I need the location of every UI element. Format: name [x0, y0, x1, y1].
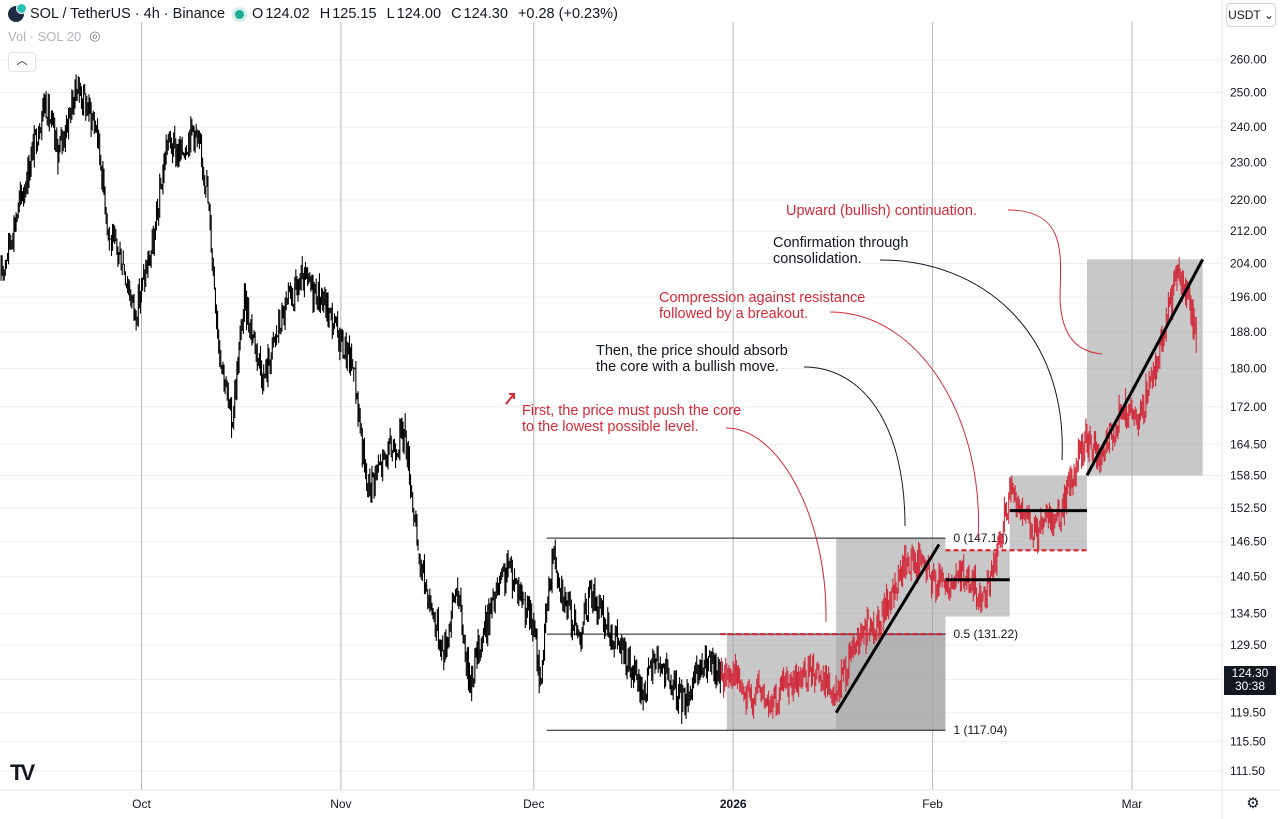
y-tick-label: 111.50 [1230, 764, 1265, 778]
y-tick-label: 230.00 [1230, 156, 1267, 170]
y-tick-label: 134.50 [1230, 606, 1267, 620]
symbol-title[interactable]: SOL / TetherUS · 4h · Binance [30, 6, 226, 22]
annotation-text: the core with a bullish move. [596, 359, 779, 375]
annotation-text: First, the price must push the core [522, 403, 741, 419]
x-tick-label: 2026 [720, 797, 747, 811]
currency-selector[interactable]: USDT ⌄ [1226, 3, 1276, 27]
chevron-down-icon: ⌄ [1263, 8, 1274, 22]
hide-eye-icon[interactable]: ◎ [89, 28, 101, 43]
annotation-text: to the lowest possible level. [522, 419, 699, 435]
x-tick-label: Nov [330, 797, 351, 811]
y-tick-label: 119.50 [1230, 706, 1266, 720]
y-tick-label: 196.00 [1230, 290, 1267, 304]
y-tick-label: 129.50 [1230, 638, 1267, 652]
y-tick-label: 204.00 [1230, 256, 1267, 270]
x-tick-label: Dec [523, 797, 544, 811]
close-value: 124.30 [463, 6, 508, 22]
y-tick-label: 188.00 [1230, 325, 1267, 339]
y-tick-label: 146.50 [1230, 535, 1267, 549]
annotation-connector [803, 366, 906, 527]
annotation-text: Compression against resistance [659, 290, 865, 306]
y-tick-label: 260.00 [1230, 53, 1267, 67]
annotation-connector [829, 311, 980, 541]
annotation-text: followed by a breakout. [659, 306, 808, 322]
y-tick-label: 158.50 [1230, 468, 1267, 482]
candles-red [720, 257, 1197, 719]
fib-level-label: 1 (117.04) [953, 723, 1007, 737]
y-tick-label: 250.00 [1230, 86, 1267, 100]
annotation-text: Then, the price should absorb [596, 343, 788, 359]
y-tick-label: 240.00 [1230, 120, 1267, 134]
gear-icon[interactable]: ⚙ [1246, 795, 1260, 812]
trend-line [1085, 258, 1205, 477]
y-tick-label: 180.00 [1230, 362, 1267, 376]
high-label: H [319, 6, 331, 22]
annotation-text: Confirmation through [773, 235, 908, 251]
change-value: +0.28 (+0.23%) [517, 6, 618, 22]
annotation-connector [725, 427, 827, 623]
currency-label: USDT [1228, 8, 1261, 22]
y-tick-label: 212.00 [1230, 224, 1267, 238]
x-tick-label: Mar [1122, 797, 1143, 811]
last-price-tag: 124.30 30:38 [1224, 666, 1276, 695]
market-status-icon [235, 9, 245, 19]
x-tick-label: Feb [922, 797, 943, 811]
ohlc-values: O 124.02 H 125.15 L 124.00 C 124.30 +0.28 (+… [252, 6, 620, 22]
volume-indicator-label: Vol · SOL 20 [8, 28, 82, 44]
high-value: 125.15 [332, 6, 377, 22]
open-value: 124.02 [265, 6, 310, 22]
annotation-connector [1007, 209, 1103, 355]
y-tick-label: 140.50 [1230, 570, 1267, 584]
y-tick-label: 152.50 [1230, 501, 1267, 515]
chevron-up-icon: ︿ [16, 55, 28, 67]
y-tick-label: 164.50 [1230, 437, 1267, 451]
bar-countdown: 30:38 [1234, 679, 1266, 693]
volume-indicator[interactable]: Vol · SOL 20 ◎ [8, 28, 101, 44]
low-value: 124.00 [396, 6, 442, 22]
x-tick-label: Oct [132, 797, 151, 811]
annotation-text: consolidation. [773, 251, 862, 267]
fib-level-label: 0.5 (131.22) [953, 627, 1018, 641]
close-label: C [451, 6, 462, 22]
fib-level-label: 0 (147.12) [953, 531, 1008, 545]
low-label: L [386, 6, 395, 22]
y-tick-label: 115.50 [1230, 734, 1266, 748]
annotation-connector [879, 259, 1063, 461]
tradingview-logo-icon[interactable]: TV [10, 760, 35, 785]
y-tick-label: 220.00 [1230, 193, 1267, 207]
annotation-text: Upward (bullish) continuation. [786, 203, 977, 219]
arrow-icon [505, 393, 515, 405]
sol-logo-icon [8, 3, 27, 22]
collapse-button[interactable]: ︿ [8, 52, 36, 72]
trend-line [834, 543, 941, 714]
open-label: O [252, 6, 264, 22]
candles-black [0, 74, 721, 725]
last-price-value: 124.30 [1231, 666, 1269, 680]
y-tick-label: 172.00 [1230, 400, 1267, 414]
